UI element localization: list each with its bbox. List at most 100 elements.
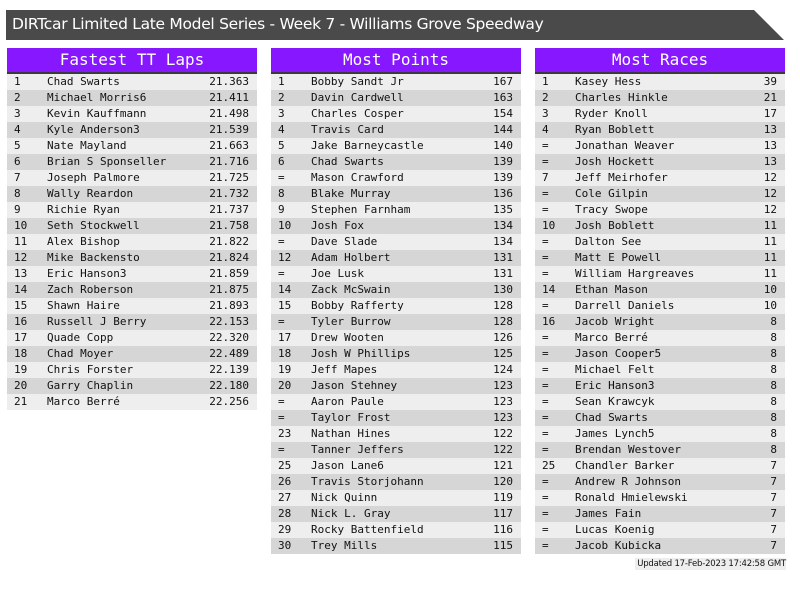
table-row: = Matt E Powell 11 [535,250,785,266]
rank-cell: 23 [278,427,292,440]
value-cell: 13 [763,123,777,136]
table-row: 9 Richie Ryan 21.737 [7,202,257,218]
value-cell: 12 [763,203,777,216]
value-cell: 21.725 [209,171,249,184]
driver-name-cell: Quade Copp [47,331,114,344]
driver-name-cell: James Lynch5 [575,427,655,440]
value-cell: 21.663 [209,139,249,152]
driver-name-cell: Joseph Palmore [47,171,140,184]
value-cell: 139 [493,155,513,168]
driver-name-cell: Michael Felt [575,363,655,376]
rank-cell: = [278,315,285,328]
driver-name-cell: Jason Stehney [311,379,398,392]
rank-cell: = [542,427,549,440]
rank-cell: = [542,523,549,536]
value-cell: 21.824 [209,251,249,264]
rank-cell: 15 [278,299,292,312]
value-cell: 8 [770,427,777,440]
value-cell: 115 [493,539,513,552]
table-row: 19 Chris Forster 22.139 [7,362,257,378]
value-cell: 8 [770,315,777,328]
rank-cell: = [278,235,285,248]
driver-name-cell: Trey Mills [311,539,378,552]
table-row: 6 Chad Swarts 139 [271,154,521,170]
table-row: = Brendan Westover 8 [535,442,785,458]
table-row: = Darrell Daniels 10 [535,298,785,314]
value-cell: 21.859 [209,267,249,280]
driver-name-cell: Cole Gilpin [575,187,648,200]
rank-cell: = [542,267,549,280]
value-cell: 21 [763,91,777,104]
value-cell: 128 [493,299,513,312]
driver-name-cell: Tyler Burrow [311,315,391,328]
value-cell: 8 [770,347,777,360]
table-row: 8 Wally Reardon 21.732 [7,186,257,202]
value-cell: 21.732 [209,187,249,200]
rank-cell: = [542,507,549,520]
driver-name-cell: Tanner Jeffers [311,443,404,456]
updated-timestamp: Updated 17-Feb-2023 17:42:58 GMT [635,558,786,570]
value-cell: 122 [493,427,513,440]
driver-name-cell: Travis Card [311,123,384,136]
value-cell: 7 [770,475,777,488]
table-row: 23 Nathan Hines 122 [271,426,521,442]
driver-name-cell: Jeff Meirhofer [575,171,668,184]
driver-name-cell: Alex Bishop [47,235,120,248]
table-row: 14 Ethan Mason 10 [535,282,785,298]
rank-cell: 8 [14,187,21,200]
table-row: = Aaron Paule 123 [271,394,521,410]
table-row: = Lucas Koenig 7 [535,522,785,538]
driver-name-cell: Jeff Mapes [311,363,378,376]
table-row: 20 Garry Chaplin 22.180 [7,378,257,394]
table-row: 7 Joseph Palmore 21.725 [7,170,257,186]
rank-cell: = [542,379,549,392]
rank-cell: 7 [14,171,21,184]
driver-name-cell: Mike Backensto [47,251,140,264]
value-cell: 123 [493,395,513,408]
driver-name-cell: Wally Reardon [47,187,134,200]
table-row: = Marco Berré 8 [535,330,785,346]
rank-cell: = [542,443,549,456]
value-cell: 10 [763,283,777,296]
rank-cell: 5 [278,139,285,152]
rank-cell: = [542,299,549,312]
table-row: 4 Travis Card 144 [271,122,521,138]
driver-name-cell: Ethan Mason [575,283,648,296]
value-cell: 123 [493,411,513,424]
table-row: 19 Jeff Mapes 124 [271,362,521,378]
driver-name-cell: James Fain [575,507,642,520]
value-cell: 11 [763,251,777,264]
value-cell: 8 [770,395,777,408]
rank-cell: = [542,475,549,488]
table-row: 4 Kyle Anderson3 21.539 [7,122,257,138]
rank-cell: = [542,139,549,152]
table-row: 27 Nick Quinn 119 [271,490,521,506]
table-row: 2 Michael Morris6 21.411 [7,90,257,106]
table-row: 17 Quade Copp 22.320 [7,330,257,346]
driver-name-cell: Garry Chaplin [47,379,134,392]
table-row: 8 Blake Murray 136 [271,186,521,202]
rank-cell: 8 [278,187,285,200]
table-row: 10 Josh Fox 134 [271,218,521,234]
rank-cell: 10 [278,219,292,232]
driver-name-cell: Chad Swarts [311,155,384,168]
value-cell: 13 [763,155,777,168]
value-cell: 126 [493,331,513,344]
rank-cell: 15 [14,299,28,312]
table-row: 1 Bobby Sandt Jr 167 [271,74,521,90]
table-row: 3 Ryder Knoll 17 [535,106,785,122]
rank-cell: = [542,331,549,344]
rank-cell: 16 [14,315,28,328]
driver-name-cell: Zack McSwain [311,283,391,296]
rank-cell: 20 [278,379,292,392]
driver-name-cell: Richie Ryan [47,203,120,216]
driver-name-cell: Chad Swarts [575,411,648,424]
table-row: = Jason Cooper5 8 [535,346,785,362]
driver-name-cell: Russell J Berry [47,315,147,328]
table-row: = James Fain 7 [535,506,785,522]
table-row: 2 Charles Hinkle 21 [535,90,785,106]
rank-cell: 19 [14,363,28,376]
rank-cell: 25 [278,459,292,472]
value-cell: 22.489 [209,347,249,360]
value-cell: 21.498 [209,107,249,120]
